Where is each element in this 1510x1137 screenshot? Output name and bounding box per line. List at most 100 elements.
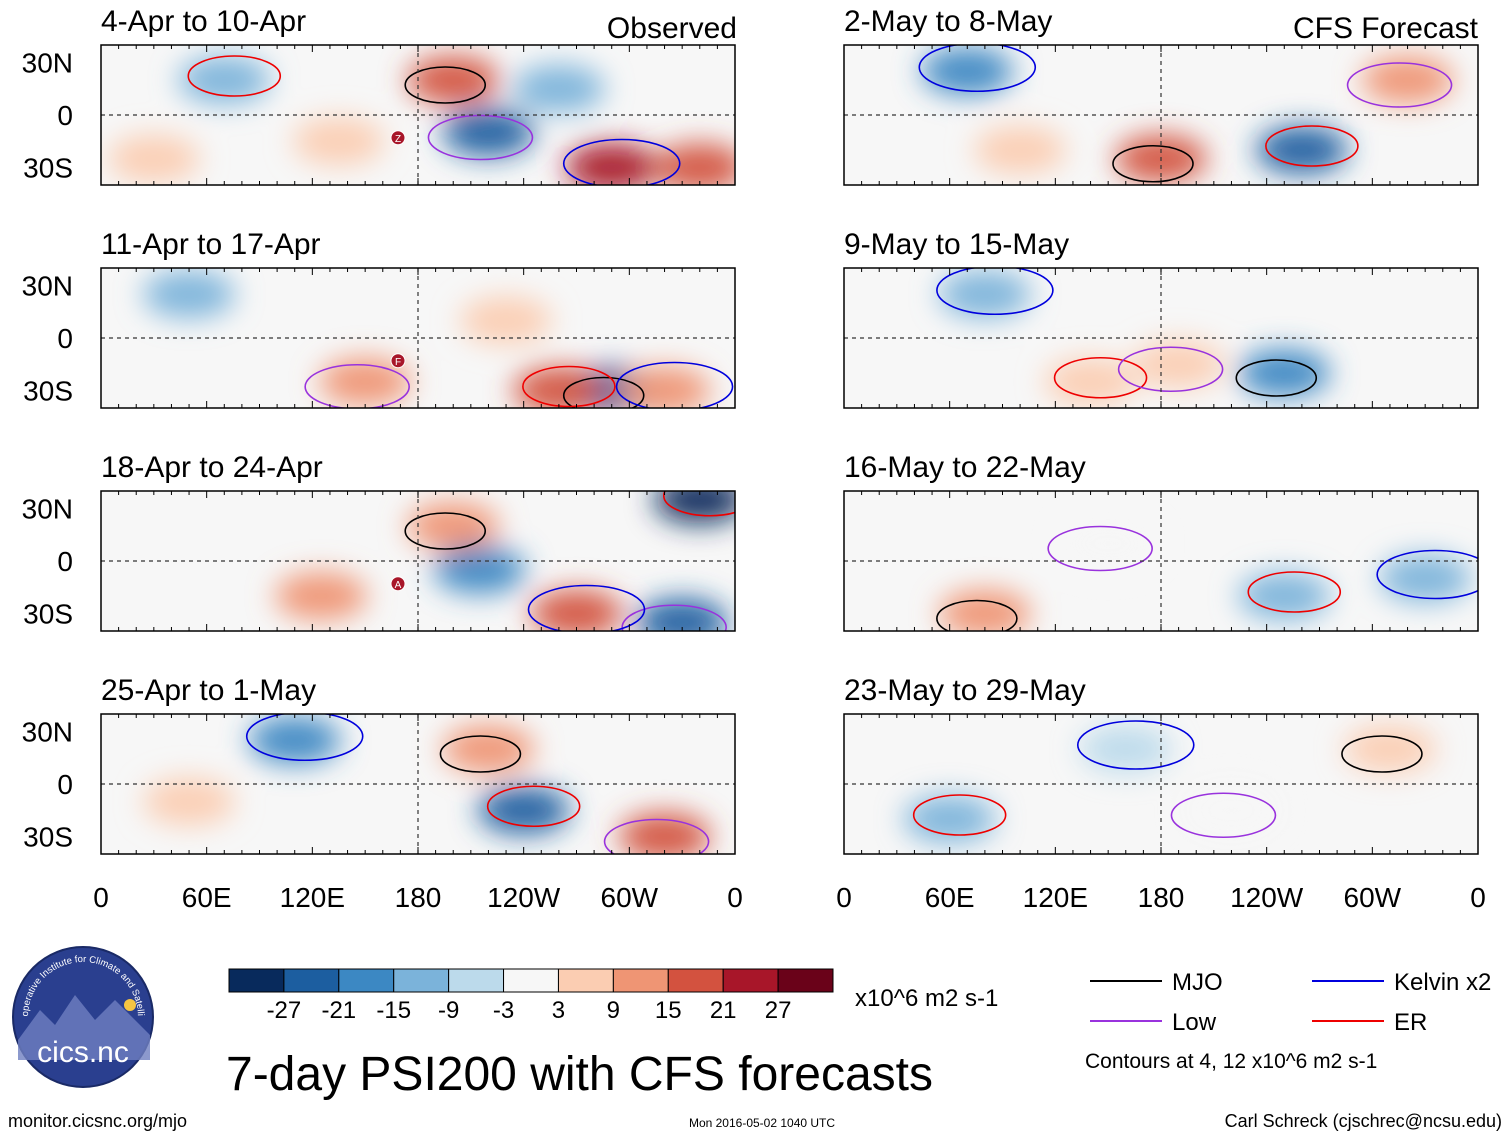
- y-tick-label: 0: [57, 100, 73, 131]
- legend-label: MJO: [1172, 969, 1223, 996]
- x-tick-label: 60W: [1344, 882, 1402, 913]
- anomaly-cell: [938, 589, 1031, 631]
- contour-line: [615, 361, 734, 408]
- colorbar-label: -9: [438, 997, 459, 1024]
- map-panel: 11-Apr to 17-Apr F 30N 0 30S: [22, 228, 736, 409]
- contour-line: [1112, 144, 1194, 183]
- anomaly-cell: [107, 134, 200, 183]
- x-tick-label: 120W: [1230, 882, 1304, 913]
- x-axis-labels-right: 0 60E 120E 180 120W 60W 0: [836, 882, 1486, 913]
- colorbar-label: 9: [607, 997, 620, 1024]
- contour-line: [1076, 720, 1195, 770]
- anomaly-cell: [407, 502, 500, 550]
- panel-title: 11-Apr to 17-Apr: [101, 228, 321, 261]
- anomaly-cell: [565, 143, 658, 185]
- panel-title: 9-May to 15-May: [844, 228, 1069, 261]
- figure-title: 7-day PSI200 with CFS forecasts: [226, 1048, 933, 1101]
- contour-line: [1053, 356, 1148, 399]
- map-panel: 16-May to 22-May: [843, 451, 1479, 632]
- colorbar-label: 3: [552, 997, 565, 1024]
- contour-line: [936, 599, 1018, 631]
- legend-label: ER: [1394, 1009, 1427, 1036]
- map-panel: 25-Apr to 1-May 30N 0 30S: [22, 674, 736, 855]
- y-tick-label: 30S: [23, 153, 73, 184]
- x-axis-labels-left: 0 60E 120E 180 120W 60W 0: [93, 882, 743, 913]
- anomaly-cell: [275, 572, 368, 620]
- colorbar-swatch: [228, 968, 285, 993]
- contour-line: [918, 45, 1037, 93]
- contour-line: [1047, 525, 1153, 572]
- panel-title: 23-May to 29-May: [844, 674, 1086, 707]
- contour-line: [1117, 346, 1224, 393]
- y-tick-label: 30S: [23, 822, 73, 853]
- x-tick-label: 0: [727, 882, 743, 913]
- map-panel: 4-Apr to 10-Apr Z 30N 0 30S: [22, 5, 736, 186]
- panel-title: 2-May to 8-May: [844, 5, 1052, 38]
- contour-legend: MJO Kelvin x2 Low ER: [1090, 969, 1491, 1036]
- anomaly-cell: [178, 56, 271, 104]
- map-panels: 4-Apr to 10-Apr Z 30N 0 30S 11-Apr to 17-Apr F…: [22, 5, 1479, 855]
- colorbar-swatch: [612, 968, 669, 993]
- colorbar-swatch: [557, 968, 614, 993]
- footer-url: monitor.cicsnc.org/mjo: [8, 1111, 187, 1131]
- contour-line: [522, 365, 616, 408]
- footer-author: Carl Schreck (cjschrec@ncsu.edu): [1225, 1111, 1502, 1131]
- contour-line: [1265, 125, 1359, 167]
- contour-line: [1247, 571, 1342, 613]
- contour-line: [662, 491, 735, 517]
- colorbar-label: 27: [765, 997, 792, 1024]
- map-panel: 18-Apr to 24-Apr A 30N 0 30S: [22, 451, 736, 632]
- colorbar-label: -3: [493, 997, 514, 1024]
- contour-line: [603, 818, 710, 854]
- x-tick-label: 120E: [1023, 882, 1088, 913]
- contour-line: [1376, 549, 1478, 600]
- colorbar-label: -27: [267, 997, 302, 1024]
- anomaly-cell: [292, 117, 385, 166]
- colorbar-swatch: [283, 968, 340, 993]
- anomaly-cell: [921, 47, 1014, 96]
- forecast-header: CFS Forecast: [1293, 12, 1479, 45]
- x-tick-label: 60W: [601, 882, 659, 913]
- storm-marker-label: F: [395, 357, 401, 368]
- colorbar-swatch: [393, 968, 450, 993]
- panel-title: 18-Apr to 24-Apr: [101, 451, 323, 484]
- panel-title: 16-May to 22-May: [844, 451, 1086, 484]
- x-tick-label: 0: [836, 882, 852, 913]
- colorbar-label: 15: [655, 997, 682, 1024]
- anomaly-cell: [974, 126, 1067, 174]
- legend-label: Kelvin x2: [1394, 969, 1491, 996]
- panel-title: 4-Apr to 10-Apr: [101, 5, 306, 38]
- colorbar: -27 -21 -15 -9 -3 3 9 15 21 27: [228, 968, 834, 1024]
- contour-line: [304, 363, 410, 408]
- x-tick-label: 180: [1138, 882, 1185, 913]
- logo-mountains: [18, 995, 150, 1060]
- legend-label: Low: [1172, 1009, 1217, 1036]
- x-tick-label: 0: [93, 882, 109, 913]
- contour-line: [621, 604, 727, 631]
- storm-marker-label: A: [395, 580, 402, 591]
- contour-line: [1346, 62, 1453, 108]
- map-panel: 9-May to 15-May: [843, 228, 1479, 409]
- y-tick-label: 30S: [23, 599, 73, 630]
- x-tick-label: 0: [1470, 882, 1486, 913]
- anomaly-cell: [143, 777, 236, 826]
- colorbar-label: 21: [710, 997, 737, 1024]
- storm-marker-label: Z: [395, 134, 401, 145]
- contour-line: [439, 735, 522, 773]
- footer-timestamp: Mon 2016-05-02 1040 UTC: [689, 1116, 835, 1130]
- anomaly-cell: [653, 491, 735, 524]
- colorbar-label: -15: [376, 997, 411, 1024]
- contour-line: [527, 584, 646, 631]
- anomaly-cell: [143, 270, 236, 319]
- y-tick-label: 0: [57, 769, 73, 800]
- legend-note: Contours at 4, 12 x10^6 m2 s-1: [1085, 1050, 1377, 1073]
- logo-text: cics.nc: [37, 1036, 129, 1069]
- anomaly-cell: [1379, 554, 1472, 603]
- anomaly-cell: [1255, 126, 1348, 174]
- anomaly-cell: [442, 725, 535, 773]
- contour-line: [912, 794, 1007, 836]
- map-panel: 2-May to 8-May: [843, 5, 1479, 186]
- storm-marker-icon: [390, 576, 406, 592]
- y-tick-label: 30N: [22, 48, 73, 79]
